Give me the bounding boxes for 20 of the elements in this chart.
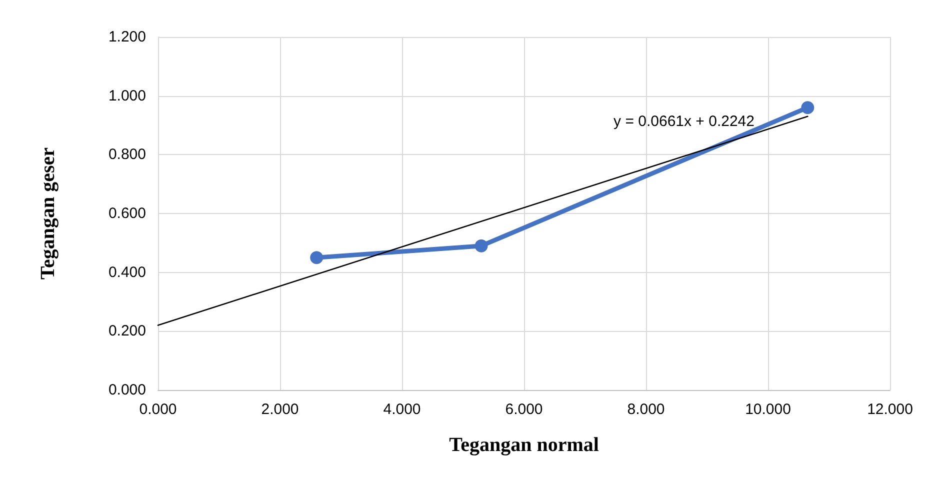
annotation: y = 0.0661x + 0.2242: [614, 113, 754, 130]
point: [474, 239, 488, 252]
x-tick-label: 4.000: [383, 401, 421, 418]
x-tick-label: 0.000: [139, 401, 177, 418]
y-tick-label: 0.800: [108, 146, 146, 164]
y-tick-label: 0.400: [108, 264, 146, 281]
y-tick-label: 1.200: [108, 28, 146, 46]
y-axis-title: Tegangan geser: [37, 147, 59, 280]
x-tick-label: 6.000: [505, 401, 543, 418]
x-tick-label: 8.000: [627, 401, 665, 418]
y-tick-label: 0.200: [108, 322, 146, 340]
y-tick-label: 0.000: [108, 382, 146, 398]
point: [801, 101, 814, 114]
x-tick-label: 2.000: [261, 401, 299, 418]
y-tick-label: 0.600: [108, 205, 146, 222]
x-axis-title: Tegangan normal: [449, 434, 600, 456]
x-tick-label: 10.000: [745, 401, 791, 418]
point: [310, 251, 324, 264]
x-tick-label: 12.000: [867, 401, 913, 418]
y-tick-label: 1.000: [108, 87, 146, 104]
